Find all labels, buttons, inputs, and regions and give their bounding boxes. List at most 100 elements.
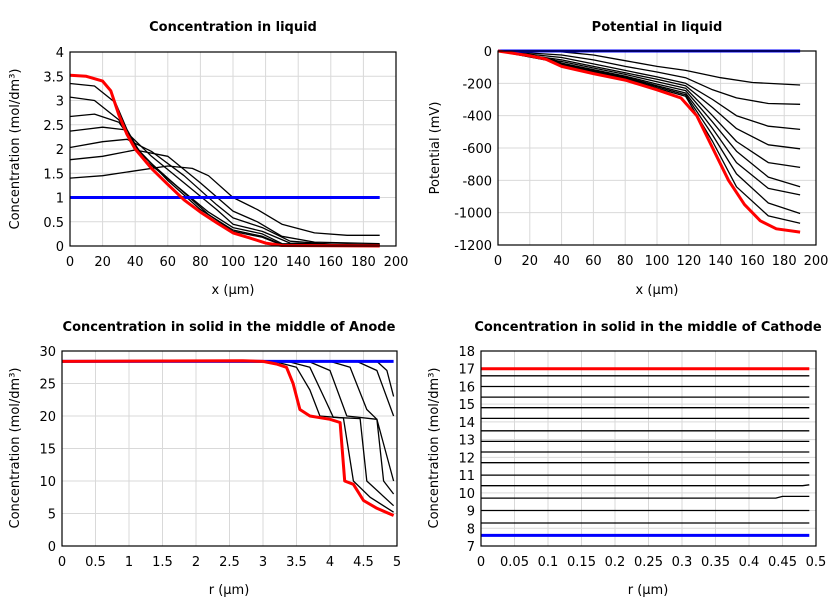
y-tick-label: 4 <box>56 46 64 61</box>
x-tick-label: 100 <box>645 254 670 269</box>
x-tick-label: 0.45 <box>768 555 797 570</box>
y-tick-label: 9 <box>467 505 475 520</box>
x-tick-label: 0 <box>58 555 66 570</box>
series-line <box>69 138 380 246</box>
series-line <box>69 96 380 247</box>
y-tick-label: -1200 <box>454 239 492 254</box>
x-tick-label: 2 <box>192 555 200 570</box>
y-tick-label: 2.5 <box>43 119 64 134</box>
y-axis-label: Concentration (mol/dm³) <box>8 69 23 230</box>
chart-title: Concentration in solid in the middle of … <box>63 320 396 335</box>
chart-title: Concentration in solid in the middle of … <box>474 320 822 335</box>
plot-frame <box>497 50 817 246</box>
x-tick-label: 120 <box>253 255 278 270</box>
x-tick-label: 180 <box>772 254 797 269</box>
series-line <box>61 360 394 513</box>
y-tick-label: 17 <box>458 363 475 378</box>
y-tick-label: 12 <box>458 451 475 466</box>
y-tick-label: 0 <box>48 540 56 555</box>
y-tick-label: 0.5 <box>43 216 64 231</box>
y-tick-label: 3.5 <box>43 70 64 85</box>
y-tick-label: 30 <box>39 345 56 360</box>
y-tick-label: 3 <box>56 95 64 110</box>
x-tick-label: 0 <box>494 254 502 269</box>
y-tick-label: 5 <box>48 508 56 523</box>
plot-solid-anode: Concentration in solid in the middle of … <box>8 320 401 598</box>
x-tick-label: 20 <box>94 255 111 270</box>
x-tick-label: 1.5 <box>152 555 173 570</box>
x-axis-label: x (µm) <box>212 283 255 298</box>
x-tick-label: 0.2 <box>605 555 626 570</box>
y-tick-label: 20 <box>39 410 56 425</box>
x-axis-label: r (µm) <box>628 583 669 598</box>
x-tick-label: 180 <box>351 255 376 270</box>
x-tick-label: 2.5 <box>219 555 240 570</box>
series-line <box>497 50 801 224</box>
x-tick-label: 0 <box>477 555 485 570</box>
y-tick-label: 0 <box>484 45 492 60</box>
y-tick-label: 10 <box>39 475 56 490</box>
y-tick-label: 7 <box>467 540 475 555</box>
x-axis-label: x (µm) <box>636 283 679 298</box>
y-tick-label: -400 <box>462 110 492 125</box>
y-tick-label: 8 <box>467 522 475 537</box>
y-tick-label: 1.5 <box>43 167 64 182</box>
y-tick-label: 11 <box>458 469 475 484</box>
y-tick-label: 10 <box>458 487 475 502</box>
x-tick-label: 80 <box>617 254 634 269</box>
series-line <box>497 50 801 188</box>
y-tick-label: -600 <box>462 142 492 157</box>
y-tick-label: 13 <box>458 434 475 449</box>
x-tick-label: 3 <box>259 555 267 570</box>
y-tick-label: 2 <box>56 143 64 158</box>
series-line <box>69 82 380 247</box>
y-axis-label: Potential (mV) <box>428 102 443 195</box>
y-tick-label: 18 <box>458 345 475 360</box>
x-tick-label: 0.3 <box>672 555 693 570</box>
chart-title: Concentration in liquid <box>149 20 317 35</box>
y-tick-label: 14 <box>458 416 475 431</box>
series-line-final <box>497 49 801 234</box>
y-tick-label: 15 <box>458 398 475 413</box>
x-tick-label: 120 <box>676 254 701 269</box>
plot-frame <box>69 51 397 247</box>
series-line <box>481 484 810 487</box>
x-tick-label: 0.15 <box>567 555 596 570</box>
y-tick-label: 0 <box>56 240 64 255</box>
x-tick-label: 0 <box>66 255 74 270</box>
series-line <box>497 50 801 169</box>
x-tick-label: 1 <box>125 555 133 570</box>
x-tick-label: 5 <box>393 555 401 570</box>
plot-frame <box>480 350 817 547</box>
series-line <box>497 50 801 131</box>
chart-title: Potential in liquid <box>592 20 723 35</box>
x-tick-label: 0.25 <box>634 555 663 570</box>
x-tick-label: 200 <box>384 255 409 270</box>
x-tick-label: 0.5 <box>806 555 827 570</box>
x-tick-label: 60 <box>160 255 177 270</box>
y-tick-label: -800 <box>462 174 492 189</box>
series-line <box>497 50 801 86</box>
plot-concentration-liquid: Concentration in liquid x (µm) Concentra… <box>8 20 408 298</box>
x-tick-label: 0.35 <box>701 555 730 570</box>
series-line <box>69 165 380 236</box>
x-tick-label: 140 <box>286 255 311 270</box>
x-tick-label: 140 <box>708 254 733 269</box>
x-tick-label: 0.05 <box>500 555 529 570</box>
x-tick-label: 40 <box>127 255 144 270</box>
x-tick-label: 200 <box>804 254 829 269</box>
x-axis-label: r (µm) <box>209 583 250 598</box>
y-tick-label: 25 <box>39 378 56 393</box>
x-tick-label: 20 <box>522 254 539 269</box>
x-tick-label: 40 <box>553 254 570 269</box>
x-tick-label: 4.5 <box>353 555 374 570</box>
series-line <box>62 360 395 397</box>
x-tick-label: 100 <box>221 255 246 270</box>
series-line <box>497 50 801 196</box>
y-tick-label: -1000 <box>454 207 492 222</box>
series-line-final <box>69 73 380 248</box>
x-tick-label: 4 <box>326 555 334 570</box>
series-line <box>497 50 801 105</box>
y-tick-label: -200 <box>462 77 492 92</box>
plot-solid-cathode: Concentration in solid in the middle of … <box>427 320 826 598</box>
